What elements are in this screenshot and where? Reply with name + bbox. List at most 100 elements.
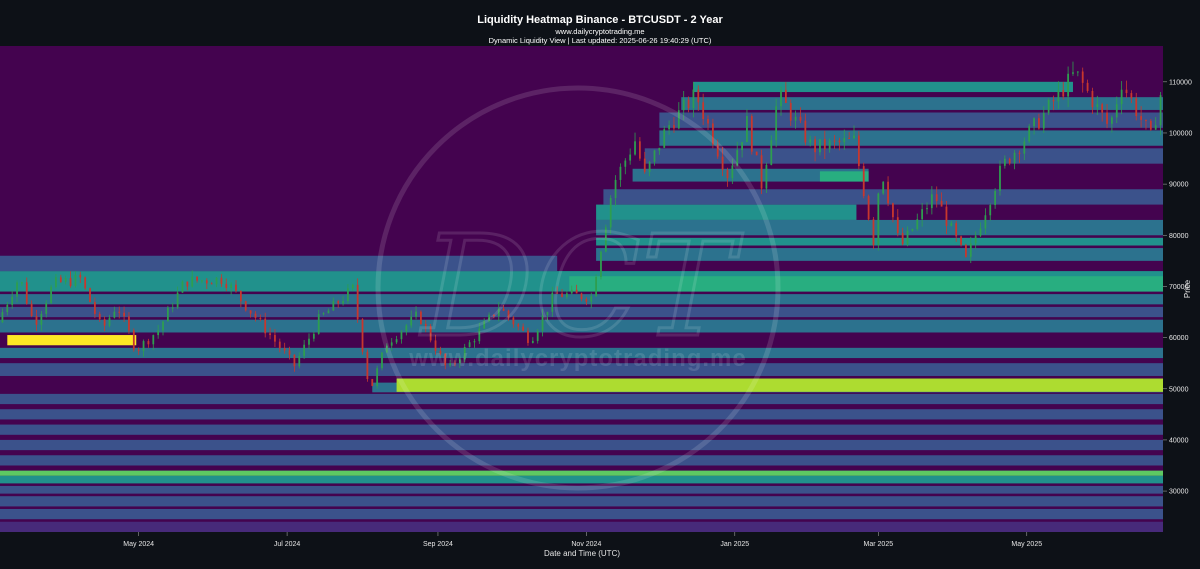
x-tick-label: Sep 2024 — [423, 541, 453, 548]
candle-body — [1062, 90, 1065, 97]
candle-body — [1120, 89, 1123, 105]
candle-body — [911, 229, 914, 231]
candle-body — [381, 352, 383, 369]
candle-body — [395, 339, 398, 343]
y-axis-label: Price — [1183, 279, 1192, 298]
y-tick-label: 90000 — [1169, 182, 1189, 189]
candle-body — [653, 150, 656, 162]
candle-body — [230, 284, 233, 288]
candle-body — [775, 106, 778, 141]
candle-body — [1023, 141, 1026, 154]
x-tick-label: May 2024 — [123, 541, 154, 548]
candle-body — [736, 150, 739, 166]
candle-body — [575, 289, 578, 294]
candle-body — [303, 344, 306, 356]
candle-body — [483, 321, 486, 329]
candle-body — [1028, 126, 1031, 142]
candle-body — [157, 330, 160, 336]
candle-body — [755, 151, 758, 156]
candle-body — [1106, 112, 1108, 124]
candle-body — [746, 116, 748, 143]
candle-body — [1091, 90, 1094, 108]
y-tick-label: 70000 — [1169, 284, 1189, 291]
candle-body — [711, 123, 714, 145]
candle-body — [877, 193, 880, 246]
liquidity-zone — [596, 248, 1163, 261]
candle-body — [1081, 71, 1084, 83]
candle-body — [108, 317, 111, 326]
liquidity-zone — [0, 470, 1163, 476]
candle-body — [468, 342, 471, 348]
candle-body — [872, 219, 875, 246]
candle-body — [351, 284, 354, 289]
y-tick-label: 100000 — [1169, 130, 1192, 137]
candle-body — [259, 317, 262, 319]
candle-body — [828, 140, 831, 150]
candle-body — [25, 282, 28, 304]
candle-body — [843, 138, 846, 143]
candle-body — [400, 331, 403, 340]
candle-body — [731, 165, 734, 179]
y-tick-label: 110000 — [1169, 79, 1192, 86]
liquidity-zone — [0, 306, 1163, 318]
candle-body — [269, 333, 271, 336]
candle-body — [512, 317, 515, 325]
candle-body — [945, 206, 948, 226]
x-tick-label: Jan 2025 — [720, 541, 749, 548]
chart-title: Liquidity Heatmap Binance - BTCUSDT - 2 … — [477, 14, 723, 26]
candle-body — [317, 314, 320, 334]
candle-body — [687, 99, 690, 109]
candle-body — [312, 333, 315, 339]
candle-body — [609, 198, 612, 228]
candle-body — [531, 340, 534, 343]
candle-body — [707, 119, 709, 124]
candle-body — [974, 235, 977, 244]
candle-body — [1042, 112, 1045, 129]
liquidity-zone — [644, 148, 1163, 164]
liquidity-zone — [396, 378, 1163, 392]
liquidity-zone — [0, 393, 1163, 405]
candle-body — [673, 125, 675, 129]
liquidity-zone — [819, 171, 869, 182]
candle-body — [405, 325, 408, 332]
liquidity-zone — [681, 97, 1163, 110]
candle-body — [726, 170, 729, 179]
candle-body — [760, 155, 763, 189]
candle-body — [244, 301, 247, 311]
candle-body — [634, 141, 636, 155]
candle-body — [1047, 100, 1050, 113]
liquidity-zone — [0, 319, 1163, 333]
candle-body — [50, 286, 52, 303]
candle-body — [600, 251, 602, 278]
candle-body — [55, 277, 57, 287]
candle-body — [619, 166, 622, 180]
candle-body — [1038, 118, 1040, 129]
candle-body — [103, 319, 106, 326]
candle-body — [123, 312, 125, 317]
y-axis-ticks: 30000 40000 50000 60000 70000 80000 90000 10000… — [1163, 79, 1192, 496]
candle-body — [965, 244, 967, 257]
candle-body — [176, 292, 179, 308]
candle-body — [20, 282, 23, 284]
liquidity-zone — [0, 255, 558, 272]
candle-body — [848, 138, 851, 140]
candle-body — [989, 205, 992, 216]
candle-body — [604, 227, 607, 252]
candle-body — [833, 140, 836, 142]
candle-body — [770, 140, 773, 166]
candle-body — [862, 166, 865, 197]
candle-body — [137, 349, 140, 352]
candle-body — [1003, 158, 1006, 166]
candle-body — [191, 276, 194, 287]
candle-body — [11, 296, 14, 305]
liquidity-zone — [0, 496, 1163, 507]
liquidity-zone — [596, 219, 1163, 236]
candle-body — [458, 359, 461, 364]
candle-body — [950, 223, 953, 226]
candle-body — [935, 194, 938, 202]
candle-body — [536, 330, 539, 341]
candle-body — [361, 319, 364, 352]
candle-body — [308, 338, 310, 345]
